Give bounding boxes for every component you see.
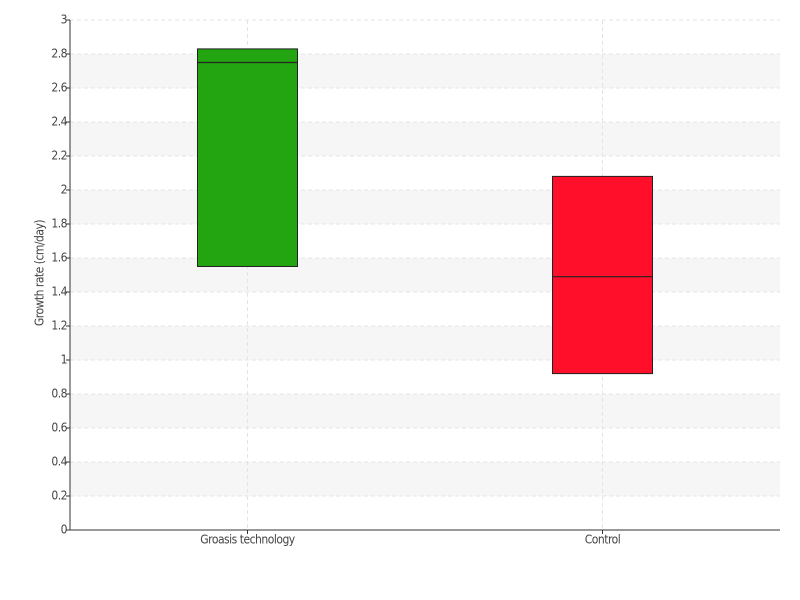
y-axis-label: Growth rate (cm/day) bbox=[33, 220, 47, 326]
y-tick-label: 0 bbox=[61, 523, 68, 537]
grid-band bbox=[70, 462, 780, 496]
y-tick-label: 1.8 bbox=[51, 217, 67, 231]
y-tick-label: 0.4 bbox=[51, 455, 67, 469]
y-tick-label: 1 bbox=[61, 353, 67, 367]
grid-band bbox=[70, 122, 780, 156]
y-tick-label: 1.4 bbox=[51, 285, 67, 299]
y-tick-label: 1.6 bbox=[51, 251, 67, 265]
y-tick-label: 2.4 bbox=[51, 115, 67, 129]
y-tick-label: 2.6 bbox=[51, 81, 67, 95]
grid-band bbox=[70, 190, 780, 224]
x-tick-label: Control bbox=[585, 533, 621, 547]
grid-band bbox=[70, 326, 780, 360]
y-tick-label: 0.2 bbox=[51, 489, 67, 503]
y-tick-label: 0.6 bbox=[51, 421, 67, 435]
y-tick-label: 3 bbox=[61, 13, 67, 27]
grid-band bbox=[70, 258, 780, 292]
y-tick-label: 2.2 bbox=[51, 149, 67, 163]
grid-band bbox=[70, 394, 780, 428]
x-tick-label: Groasis technology bbox=[200, 533, 295, 547]
box bbox=[197, 48, 298, 268]
y-tick-label: 2 bbox=[61, 183, 67, 197]
y-tick-label: 0.8 bbox=[51, 387, 67, 401]
y-tick-label: 1.2 bbox=[51, 319, 67, 333]
grid-band bbox=[70, 54, 780, 88]
y-tick-label: 2.8 bbox=[51, 47, 67, 61]
box bbox=[552, 175, 653, 375]
